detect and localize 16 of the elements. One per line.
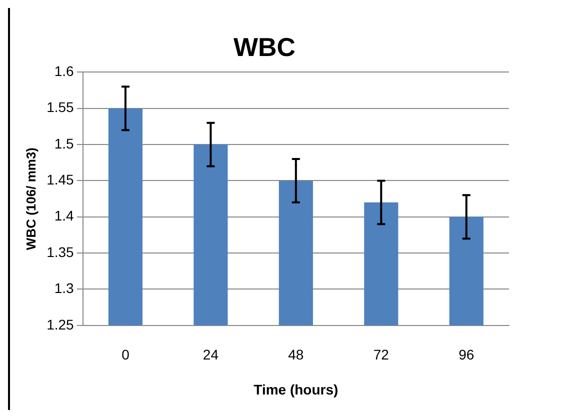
- x-axis-title: Time (hours): [254, 381, 338, 398]
- x-tick-label: 48: [288, 346, 304, 363]
- x-tick-label: 72: [373, 346, 390, 363]
- x-tick-label: 0: [122, 346, 130, 363]
- y-tick-label: 1.55: [46, 99, 74, 116]
- y-tick-label: 1.6: [54, 63, 74, 80]
- y-tick-label: 1.5: [54, 135, 74, 152]
- x-tick-label: 96: [458, 346, 474, 363]
- chart-title: WBC: [233, 32, 296, 62]
- x-tick-label: 24: [202, 346, 219, 363]
- y-axis-title: WBC (106/ mm3): [23, 148, 38, 250]
- y-tick-label: 1.45: [46, 172, 74, 188]
- y-tick-label: 1.4: [54, 208, 74, 224]
- y-tick-label: 1.35: [46, 244, 74, 260]
- y-tick-label: 1.25: [46, 316, 74, 332]
- y-tick-label: 1.3: [54, 280, 74, 296]
